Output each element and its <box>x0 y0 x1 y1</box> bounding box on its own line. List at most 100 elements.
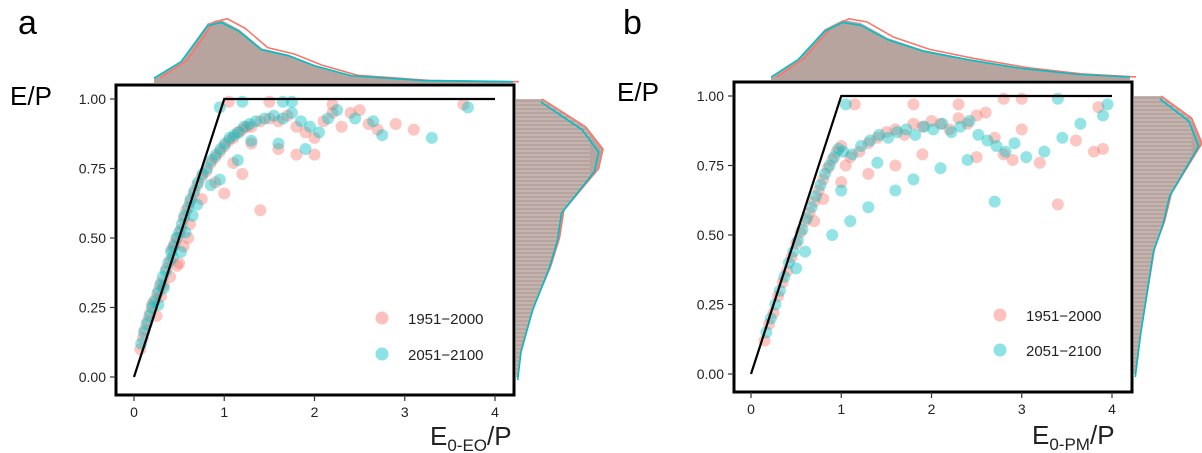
y-tick-label: 0.00 <box>697 366 724 382</box>
legend: 1951−2000 2051−2100 <box>375 311 484 364</box>
point-1951 <box>952 98 965 111</box>
budyko-limit-polyline <box>749 94 1112 375</box>
legend-marker-1951 <box>375 311 389 325</box>
legend-marker-2051 <box>993 343 1007 357</box>
point-2051 <box>832 142 845 155</box>
point-1951 <box>952 112 965 125</box>
y-marginal-density <box>516 98 604 381</box>
point-2051 <box>303 120 316 133</box>
point-1951 <box>817 192 830 205</box>
point-2051 <box>349 112 362 125</box>
point-1951 <box>835 140 848 153</box>
legend-marker-1951 <box>993 308 1007 322</box>
x-tick-label: 4 <box>1108 401 1116 417</box>
point-1951 <box>272 143 285 156</box>
point-2051 <box>299 143 312 156</box>
y-density-curve-2051 <box>516 101 600 381</box>
point-2051 <box>800 212 813 225</box>
point-1951 <box>889 123 902 136</box>
budyko-limit-polyline <box>132 97 495 378</box>
point-1951 <box>308 148 321 161</box>
point-2051 <box>1101 98 1114 111</box>
point-1951 <box>146 298 159 311</box>
budyko-limit-line <box>132 97 495 378</box>
point-2051 <box>805 201 818 214</box>
legend-label-1951: 1951−2000 <box>408 311 484 328</box>
point-1951 <box>290 120 303 133</box>
point-2051 <box>839 98 852 111</box>
point-1951 <box>830 145 843 158</box>
point-1951 <box>1087 145 1100 158</box>
y-axis-label: E/P <box>10 81 52 111</box>
point-2051 <box>809 190 822 203</box>
point-1951 <box>898 128 911 141</box>
x-axis-label-main: E <box>430 421 447 451</box>
point-2051 <box>871 156 884 169</box>
point-2051 <box>846 148 859 161</box>
point-2051 <box>228 129 241 142</box>
point-2051 <box>862 201 875 214</box>
point-1951 <box>227 131 240 144</box>
point-1951 <box>1096 142 1109 155</box>
point-1951 <box>371 123 384 136</box>
point-2051 <box>934 162 947 175</box>
point-2051 <box>799 245 812 258</box>
legend-label-1951: 1951−2000 <box>1026 308 1102 325</box>
point-1951 <box>907 98 920 111</box>
point-2051 <box>245 134 258 147</box>
point-1951 <box>862 167 875 180</box>
point-2051 <box>322 112 335 125</box>
point-1951 <box>808 215 821 228</box>
x-tick-label: 2 <box>928 401 936 417</box>
point-1951 <box>290 148 303 161</box>
point-2051 <box>945 126 958 139</box>
point-1951 <box>970 151 983 164</box>
point-1951 <box>254 204 267 217</box>
y-marginal-density <box>1134 95 1202 378</box>
point-1951 <box>407 123 420 136</box>
point-1951 <box>177 240 190 253</box>
point-1951 <box>1015 123 1028 136</box>
x-tick-label: 4 <box>491 404 499 420</box>
y-axis-label: E/P <box>617 77 659 107</box>
point-1951 <box>812 184 825 197</box>
point-2051 <box>210 148 223 161</box>
point-2051 <box>790 262 803 275</box>
point-1951 <box>209 151 222 164</box>
point-2051 <box>882 131 895 144</box>
point-2051 <box>231 154 244 167</box>
point-1951 <box>925 115 938 128</box>
point-2051 <box>285 106 298 119</box>
point-2051 <box>267 109 280 122</box>
point-2051 <box>461 101 474 114</box>
x-axis-label: E0-EO/P <box>430 421 512 453</box>
point-2051 <box>981 134 994 147</box>
scatter-points <box>134 95 474 356</box>
point-1951 <box>835 176 848 189</box>
point-1951 <box>231 126 244 139</box>
point-1951 <box>889 159 902 172</box>
x-density-fill <box>771 20 1130 80</box>
point-1951 <box>344 106 357 119</box>
point-1951 <box>934 117 947 130</box>
scatter-points <box>758 92 1114 347</box>
x-axis-label-tail: /P <box>487 421 512 451</box>
point-1951 <box>871 131 884 144</box>
point-2051 <box>835 184 848 197</box>
y-tick-label: 0.50 <box>697 227 724 243</box>
point-2051 <box>891 126 904 139</box>
x-density-curve-1951 <box>776 17 1137 78</box>
point-2051 <box>900 123 913 136</box>
point-2051 <box>1020 151 1033 164</box>
point-2051 <box>889 184 902 197</box>
y-tick-label: 0.00 <box>79 369 106 385</box>
point-1951 <box>943 123 956 136</box>
point-1951 <box>457 98 470 111</box>
x-axis-label-sub: 0-EO <box>447 436 487 453</box>
point-1951 <box>803 206 816 219</box>
point-1951 <box>200 165 213 178</box>
point-2051 <box>294 115 307 128</box>
point-1951 <box>848 98 861 111</box>
point-2051 <box>376 129 389 142</box>
y-tick-label: 0.25 <box>79 300 106 316</box>
